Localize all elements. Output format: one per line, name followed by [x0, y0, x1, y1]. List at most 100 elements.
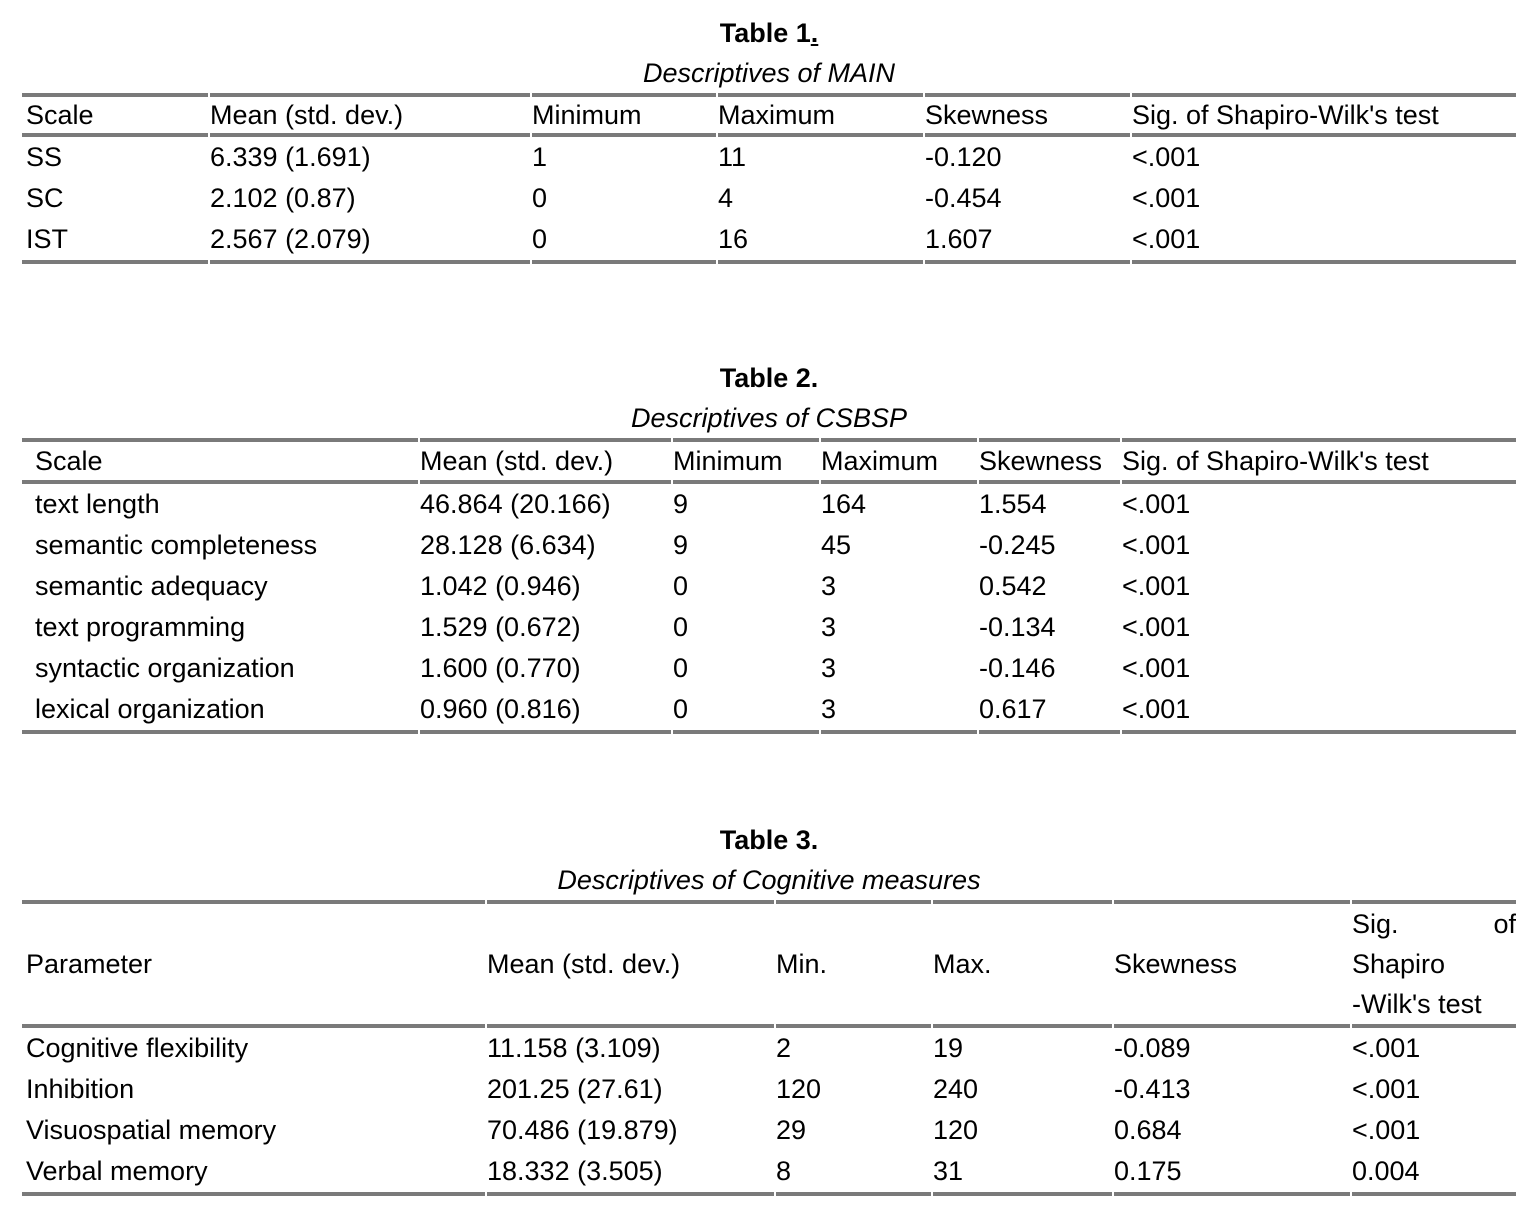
- table-row: SS 6.339 (1.691) 1 11 -0.120 <.001: [22, 137, 1516, 178]
- column-header: Mean (std. dev.): [210, 93, 530, 137]
- table-cell: semantic adequacy: [35, 571, 268, 601]
- table-cell: SC: [26, 183, 64, 213]
- table-1-header-row: Scale Mean (std. dev.) Minimum Maximum S…: [22, 93, 1516, 137]
- table-1-subtitle: Descriptives of MAIN: [642, 58, 896, 88]
- table-cell: -0.413: [1114, 1074, 1191, 1104]
- table-cell: 0.684: [1114, 1115, 1182, 1145]
- table-3: Parameter Mean (std. dev.) Min. Max. Ske…: [20, 900, 1518, 1196]
- table-cell: <.001: [1352, 1033, 1421, 1063]
- table-cell: 201.25 (27.61): [487, 1074, 663, 1104]
- table-row: semantic completeness 28.128 (6.634) 9 4…: [22, 525, 1516, 566]
- table-cell: 31: [933, 1151, 1112, 1196]
- table-row: SC 2.102 (0.87) 0 4 -0.454 <.001: [22, 178, 1516, 219]
- table-cell: Cognitive flexibility: [26, 1033, 249, 1063]
- table-cell: -0.120: [925, 142, 1002, 172]
- column-header: Mean (std. dev.): [420, 438, 671, 484]
- table-cell: syntactic organization: [35, 653, 295, 683]
- table-cell: 9: [673, 530, 689, 560]
- table-cell: 16: [718, 219, 923, 264]
- table-cell: <.001: [1122, 689, 1516, 734]
- table-2-subtitle: Descriptives of CSBSP: [630, 403, 908, 433]
- table-cell: 2.102 (0.87): [210, 183, 356, 213]
- table-cell: <.001: [1122, 489, 1191, 519]
- table-cell: -0.454: [925, 183, 1002, 213]
- table-cell: 4: [718, 183, 734, 213]
- table-cell: 6.339 (1.691): [210, 142, 371, 172]
- table-cell: 45: [821, 530, 852, 560]
- table-cell: 46.864 (20.166): [420, 489, 611, 519]
- table-cell: 1.042 (0.946): [420, 571, 581, 601]
- table-row: Verbal memory 18.332 (3.505) 8 31 0.175 …: [22, 1151, 1516, 1196]
- table-cell: 1.529 (0.672): [420, 612, 581, 642]
- table-cell: 11: [718, 142, 747, 172]
- table-cell: SS: [26, 142, 63, 172]
- table-cell: 0: [673, 653, 689, 683]
- table-cell: 1: [532, 142, 548, 172]
- table-3-title-text: Table 3.: [719, 825, 819, 855]
- table-2-title: Table 2.: [20, 358, 1518, 398]
- table-cell: 120: [933, 1115, 979, 1145]
- table-3-section: Table 3. Descriptives of Cognitive measu…: [20, 820, 1518, 1196]
- column-header: Max.: [933, 900, 1112, 1028]
- table-cell: 19: [933, 1033, 964, 1063]
- column-header: Mean (std. dev.): [487, 900, 774, 1028]
- table-cell: 8: [776, 1151, 931, 1196]
- table-cell: <.001: [1132, 183, 1201, 213]
- table-3-header-row: Parameter Mean (std. dev.) Min. Max. Ske…: [22, 900, 1516, 1028]
- table-row: syntactic organization 1.600 (0.770) 0 3…: [22, 648, 1516, 689]
- table-cell: 3: [821, 612, 837, 642]
- table-cell: 28.128 (6.634): [420, 530, 596, 560]
- table-2-header-row: Scale Mean (std. dev.) Minimum Maximum S…: [22, 438, 1516, 484]
- table-cell: 164: [821, 489, 867, 519]
- table-cell: <.001: [1122, 612, 1191, 642]
- column-header: Sig. of Shapiro-Wilk's test: [1132, 93, 1516, 137]
- table-cell: 0: [673, 571, 689, 601]
- table-3-subtitle: Descriptives of Cognitive measures: [557, 865, 981, 895]
- column-header: Parameter: [22, 900, 485, 1028]
- table-cell: 0.542: [979, 571, 1047, 601]
- table-cell: Inhibition: [26, 1074, 135, 1104]
- table-row: Cognitive flexibility 11.158 (3.109) 2 1…: [22, 1028, 1516, 1069]
- sig-header-line-3: -Wilk's test: [1352, 989, 1482, 1019]
- table-cell: <.001: [1122, 571, 1191, 601]
- table-cell: lexical organization: [22, 689, 418, 734]
- table-cell: 70.486 (19.879): [487, 1115, 678, 1145]
- table-cell: <.001: [1122, 653, 1191, 683]
- column-header: Scale: [22, 93, 208, 137]
- table-cell: text length: [35, 489, 160, 519]
- column-header: Scale: [22, 438, 418, 484]
- table-1: Scale Mean (std. dev.) Minimum Maximum S…: [20, 93, 1518, 264]
- table-cell: -0.089: [1114, 1033, 1191, 1063]
- sig-header-word-of: of: [1493, 909, 1516, 939]
- table-2: Scale Mean (std. dev.) Minimum Maximum S…: [20, 438, 1518, 734]
- table-cell: 2.567 (2.079): [210, 219, 530, 264]
- sig-header-line-2: Shapiro: [1352, 949, 1446, 979]
- table-cell: 0.004: [1352, 1151, 1516, 1196]
- table-row: text programming 1.529 (0.672) 0 3 -0.13…: [22, 607, 1516, 648]
- table-cell: 0: [532, 219, 716, 264]
- table-cell: 1.607: [925, 219, 1130, 264]
- table-cell: 3: [821, 689, 977, 734]
- table-1-title-text: Table 1: [719, 18, 811, 48]
- table-cell: 120: [776, 1074, 822, 1104]
- sig-header-word-sig: Sig.: [1352, 909, 1399, 939]
- column-header: Minimum: [532, 93, 716, 137]
- table-cell: 240: [933, 1074, 979, 1104]
- column-header: Sig. of Shapiro-Wilk's test: [1122, 438, 1516, 484]
- table-cell: 3: [821, 571, 837, 601]
- table-cell: 29: [776, 1115, 807, 1145]
- table-cell: <.001: [1122, 530, 1191, 560]
- column-header: Min.: [776, 900, 931, 1028]
- column-header: Skewness: [925, 93, 1130, 137]
- column-header-sig-shapiro-wilk: Sig. of Shapiro -Wilk's test: [1352, 900, 1516, 1028]
- table-cell: 18.332 (3.505): [487, 1151, 774, 1196]
- table-cell: semantic completeness: [35, 530, 318, 560]
- table-row: Visuospatial memory 70.486 (19.879) 29 1…: [22, 1110, 1516, 1151]
- column-header: Maximum: [821, 438, 977, 484]
- table-cell: Visuospatial memory: [26, 1115, 277, 1145]
- column-header: Maximum: [718, 93, 923, 137]
- table-1-title: Table 1.: [20, 13, 1518, 53]
- table-1-section: Table 1. Descriptives of MAIN Scale Mean…: [20, 13, 1518, 264]
- column-header: Minimum: [673, 438, 819, 484]
- table-2-title-text: Table 2.: [719, 363, 819, 393]
